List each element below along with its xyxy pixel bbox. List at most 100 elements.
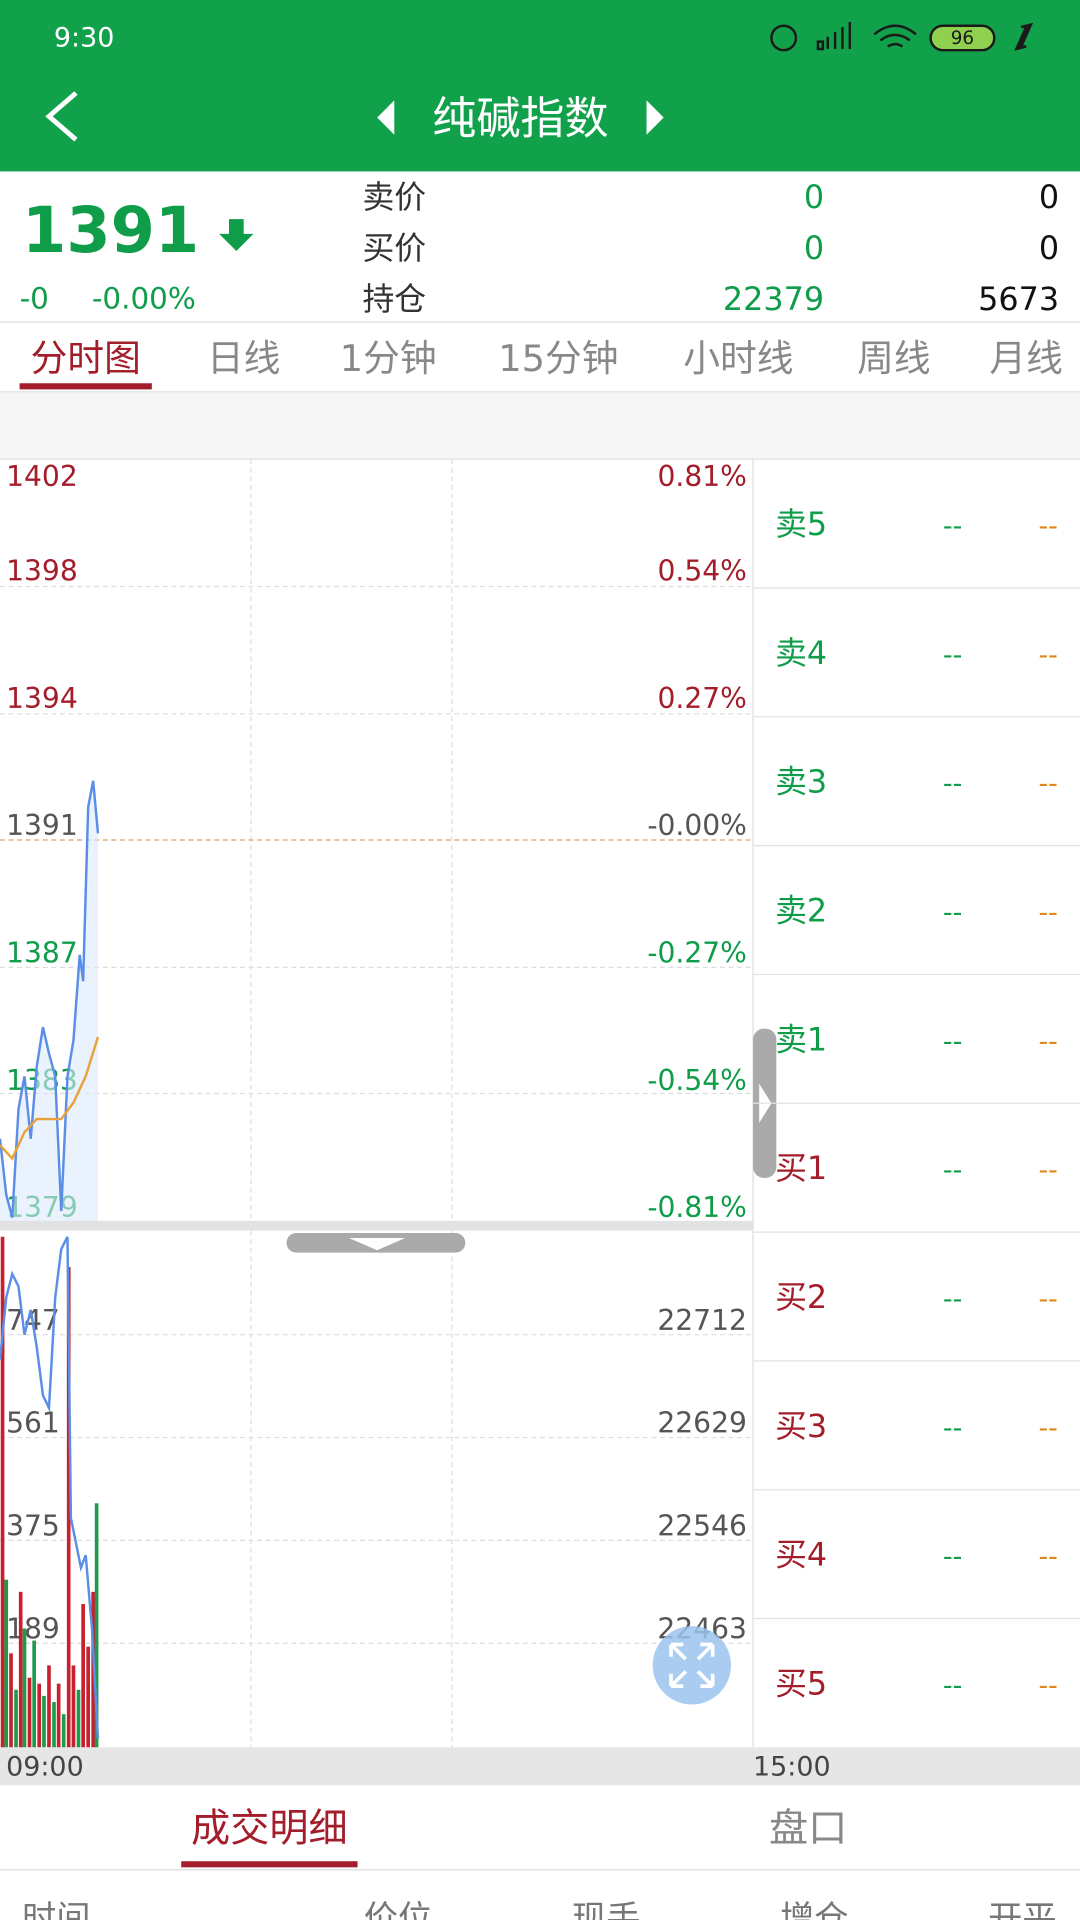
table-header: 时间 价位 现手 增仓 开平 (22, 1899, 1057, 1920)
y-tick-label: 0.27% (657, 682, 746, 715)
chart: 1402 0.81% 1398 0.54% 1394 0.27% 1391 -0.00% 138… (0, 460, 747, 1748)
prev-button[interactable] (377, 100, 395, 135)
quote-label: 买价 (362, 229, 426, 267)
expand-button[interactable] (652, 1626, 732, 1705)
volume-bar (42, 1695, 46, 1748)
book-label: 卖3 (775, 763, 827, 801)
tab[interactable]: 15分钟 (498, 337, 618, 380)
tab[interactable]: 周线 (857, 337, 930, 380)
book-label: 买1 (775, 1149, 827, 1187)
y2-tick-label: 22629 (657, 1407, 747, 1440)
column-header: 开平 (988, 1899, 1057, 1920)
book-price: -- (943, 640, 962, 671)
volume-bar (61, 1714, 66, 1748)
y-tick-label: -0.27% (647, 936, 747, 969)
tab[interactable]: 1分钟 (340, 337, 437, 380)
tab[interactable]: 月线 (989, 337, 1062, 380)
quote-rows: 卖价 0 0 买价 0 0 持仓 22379 5673 (362, 178, 1059, 318)
book-price: -- (943, 511, 962, 542)
next-button[interactable] (646, 100, 664, 135)
y-tick-label: 189 (6, 1612, 60, 1645)
book-label: 卖4 (775, 634, 827, 672)
volume-bar (47, 1665, 51, 1748)
quote-value: 0 (804, 178, 824, 216)
column-header: 现手 (572, 1899, 641, 1920)
book-volume: -- (1038, 1155, 1057, 1186)
y-tick-label: -0.54% (647, 1064, 747, 1097)
column-header: 价位 (364, 1899, 433, 1920)
volume-bar (86, 1646, 90, 1748)
quote-value: 0 (804, 229, 824, 267)
volume-bar (18, 1591, 23, 1748)
quote-value: 0 (1039, 229, 1059, 267)
y-tick-label: 0.81% (657, 460, 746, 493)
quote-label: 持仓 (362, 280, 426, 318)
book-price: -- (943, 1155, 962, 1186)
quote-value: 22379 (723, 280, 824, 318)
chart-frame (0, 459, 754, 1748)
y-tick-label: 1391 (6, 809, 78, 842)
y-tick-label: -0.81% (647, 1191, 747, 1224)
book-label: 卖1 (775, 1020, 827, 1058)
battery-level: 96 (951, 28, 974, 49)
status-icons (770, 22, 1034, 52)
book-price: -- (943, 1670, 962, 1701)
column-header: 增仓 (780, 1899, 849, 1920)
handle-arrow (348, 1237, 406, 1251)
tab[interactable]: 日线 (207, 337, 280, 380)
volume-bar (71, 1665, 76, 1748)
volume-bar (81, 1604, 85, 1748)
period-tabs: 分时图 日线 1分钟 15分钟 小时线 周线 月线 (19, 337, 1063, 390)
book-volume: -- (1038, 1542, 1057, 1573)
book-price: -- (943, 898, 962, 929)
book-volume: -- (1038, 898, 1057, 929)
price-line (0, 780, 100, 1218)
change: -0 (20, 282, 49, 316)
volume-bar (22, 1628, 27, 1748)
book-label: 买3 (775, 1407, 827, 1445)
book-volume: -- (1038, 769, 1057, 800)
quote-value: 0 (1039, 178, 1059, 216)
down-arrow (219, 219, 254, 252)
tab[interactable]: 分时图 (31, 337, 141, 380)
y-tick-label: 1398 (6, 554, 78, 587)
volume-bar (94, 1503, 99, 1748)
volume-bar (56, 1683, 61, 1748)
y-tick-label: 1402 (6, 460, 78, 493)
bottom-tab[interactable]: 成交明细 (191, 1807, 348, 1852)
book-price: -- (943, 1026, 962, 1057)
y-tick-label: 1394 (6, 682, 78, 715)
tab-underline (19, 383, 152, 390)
book-label: 卖2 (775, 892, 827, 930)
y-tick-label: -0.00% (647, 809, 747, 842)
y-tick-label: 0.54% (657, 554, 746, 587)
tab[interactable]: 小时线 (683, 337, 793, 380)
volume-bar (9, 1653, 13, 1748)
bottom-tab[interactable]: 盘口 (769, 1807, 847, 1852)
spacer (0, 393, 1080, 460)
volume-bar (4, 1579, 9, 1748)
book-volume: -- (1038, 1670, 1057, 1701)
back-button[interactable] (45, 91, 78, 142)
header-title: 纯碱指数 (432, 93, 608, 144)
quote-value: 5673 (978, 280, 1059, 318)
volume-bar (66, 1267, 71, 1748)
volume-bar (27, 1677, 32, 1748)
status-time: 9:30 (54, 23, 114, 54)
change-pct: -0.00% (92, 282, 196, 316)
volume-bar (76, 1689, 81, 1748)
open-interest-line (0, 1236, 100, 1739)
book-price: -- (943, 1542, 962, 1573)
time-end: 15:00 (753, 1752, 831, 1783)
book-label: 买5 (775, 1664, 827, 1702)
last-price: 1391 (22, 194, 199, 268)
book-label: 卖5 (775, 505, 827, 543)
y-tick-label: 375 (6, 1510, 60, 1543)
book-price: -- (943, 769, 962, 800)
volume-bar (14, 1689, 18, 1748)
column-header: 时间 (22, 1899, 91, 1920)
book-volume: -- (1038, 640, 1057, 671)
book-label: 买4 (775, 1536, 827, 1574)
price-area (0, 780, 98, 1221)
